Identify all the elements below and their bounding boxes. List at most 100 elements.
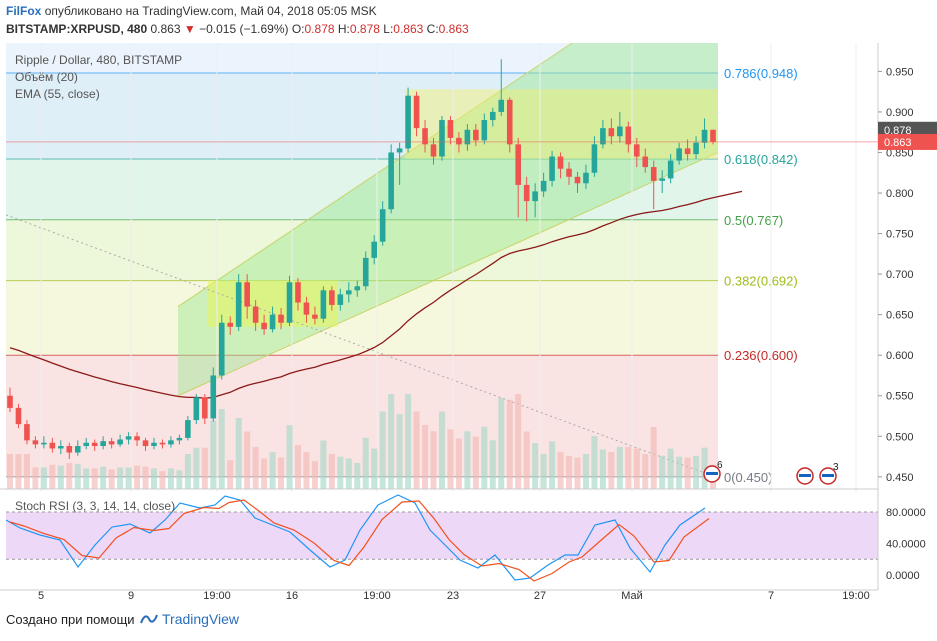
- price-badge-label: 0.863: [884, 137, 912, 149]
- volume-bar: [66, 463, 73, 489]
- open-value: 0.878: [304, 22, 335, 36]
- volume-bar: [320, 440, 327, 489]
- y-tick-label: 0.600: [886, 350, 914, 362]
- candle-body: [142, 440, 149, 447]
- candle: [24, 420, 30, 445]
- candle-body: [66, 446, 73, 453]
- x-tick-label: 5: [38, 590, 44, 602]
- publish-info: опубликовано на TradingView.com, Май 04,…: [44, 4, 377, 18]
- candle-body: [608, 128, 615, 137]
- x-tick-label: 23: [447, 590, 459, 602]
- volume-bar: [176, 470, 183, 489]
- volume-bar: [506, 399, 513, 489]
- candle-body: [371, 241, 378, 258]
- candle: [66, 442, 73, 459]
- fib-level-label: 0.236(0.600): [724, 348, 798, 363]
- volume-bar: [659, 455, 666, 489]
- x-tick-label: 19:00: [363, 590, 391, 602]
- candle-body: [557, 156, 564, 169]
- price-badge: [878, 121, 937, 138]
- legend-ema: EMA (55, close): [15, 87, 100, 101]
- volume-bar: [608, 452, 615, 489]
- candle-body: [642, 156, 649, 168]
- candle-body: [320, 290, 327, 319]
- candle-body: [176, 437, 183, 441]
- candle-body: [667, 160, 674, 179]
- y-tick-label: 0.500: [886, 431, 914, 443]
- candle-body: [261, 322, 267, 330]
- candle: [506, 97, 513, 153]
- candle-body: [430, 144, 437, 157]
- price-badge: [878, 133, 937, 150]
- candle: [269, 306, 276, 333]
- volume-bar: [125, 467, 132, 489]
- event-count: 6: [717, 460, 723, 471]
- volume-bar: [599, 449, 606, 489]
- candle: [58, 440, 64, 455]
- channel-lower-line: [177, 152, 719, 397]
- candle: [413, 91, 420, 137]
- candle-body: [337, 294, 344, 305]
- legend-stoch-rsi: Stoch RSI (3, 3, 14, 14, close): [15, 499, 176, 513]
- candle-body: [422, 128, 428, 145]
- symbol-line: BITSTAMP:XRPUSD, 480 0.863 ▼ −0.015 (−1.…: [6, 22, 469, 36]
- volume-bar: [134, 465, 141, 489]
- candle-body: [633, 144, 640, 157]
- publish-line: FilFox опубликовано на TradingView.com, …: [6, 4, 377, 18]
- candle-body: [193, 397, 200, 421]
- candle-body: [312, 314, 318, 319]
- candle: [498, 59, 505, 116]
- x-tick-label: Май: [621, 590, 643, 602]
- down-arrow-icon: ▼: [183, 22, 196, 36]
- legend-main: Ripple / Dollar, 480, BITSTAMP: [15, 53, 183, 67]
- event-badge: 6: [703, 460, 723, 483]
- candle: [346, 282, 352, 303]
- volume-bar: [515, 394, 522, 489]
- candle-body: [447, 120, 454, 138]
- volume-bar: [684, 457, 691, 489]
- candle: [388, 144, 394, 214]
- candle-body: [625, 126, 632, 145]
- author-name[interactable]: FilFox: [6, 4, 42, 18]
- volume-bar: [252, 446, 259, 489]
- candle-body: [286, 282, 293, 323]
- candle: [422, 120, 428, 153]
- y-tick-label: 0.950: [886, 66, 914, 78]
- low-label: L:: [383, 22, 394, 36]
- candle: [583, 164, 589, 189]
- candle: [244, 274, 250, 319]
- fib-level-label: 0.786(0.948): [724, 66, 798, 81]
- volume-bar: [388, 394, 395, 489]
- candle-body: [506, 99, 513, 145]
- candle: [633, 137, 640, 168]
- candle-body: [83, 442, 90, 447]
- stoch-band: [6, 512, 878, 560]
- candle-body: [252, 306, 259, 323]
- volume-bar: [23, 454, 30, 489]
- price-chart[interactable]: 0(0.450) 0.236(0.600) 0.382(0.692) 0.5(0.76…: [0, 40, 937, 610]
- volume-bar: [100, 466, 107, 489]
- candle: [303, 296, 310, 323]
- tradingview-logo[interactable]: TradingView: [140, 611, 239, 627]
- volume-bar: [32, 467, 39, 489]
- volume-bar: [7, 454, 13, 489]
- volume-bar: [371, 448, 378, 489]
- volume-bar: [549, 441, 556, 489]
- volume-bar: [489, 440, 496, 489]
- candle: [676, 142, 682, 165]
- volume-bar: [328, 454, 335, 489]
- high-value: 0.878: [349, 22, 380, 36]
- candle-body: [49, 442, 56, 449]
- tradingview-logo-text: TradingView: [162, 611, 240, 627]
- candle-body: [74, 446, 81, 453]
- candle-body: [15, 407, 22, 425]
- volume-bar: [633, 448, 640, 489]
- candle-body: [684, 148, 691, 155]
- volume-bar: [218, 409, 225, 489]
- volume-bar: [354, 463, 361, 489]
- legend-volume: Объём (20): [15, 70, 78, 84]
- candle-body: [405, 95, 411, 149]
- fib-zone: [6, 158, 718, 220]
- volume-bar: [481, 426, 488, 489]
- candle: [481, 113, 488, 145]
